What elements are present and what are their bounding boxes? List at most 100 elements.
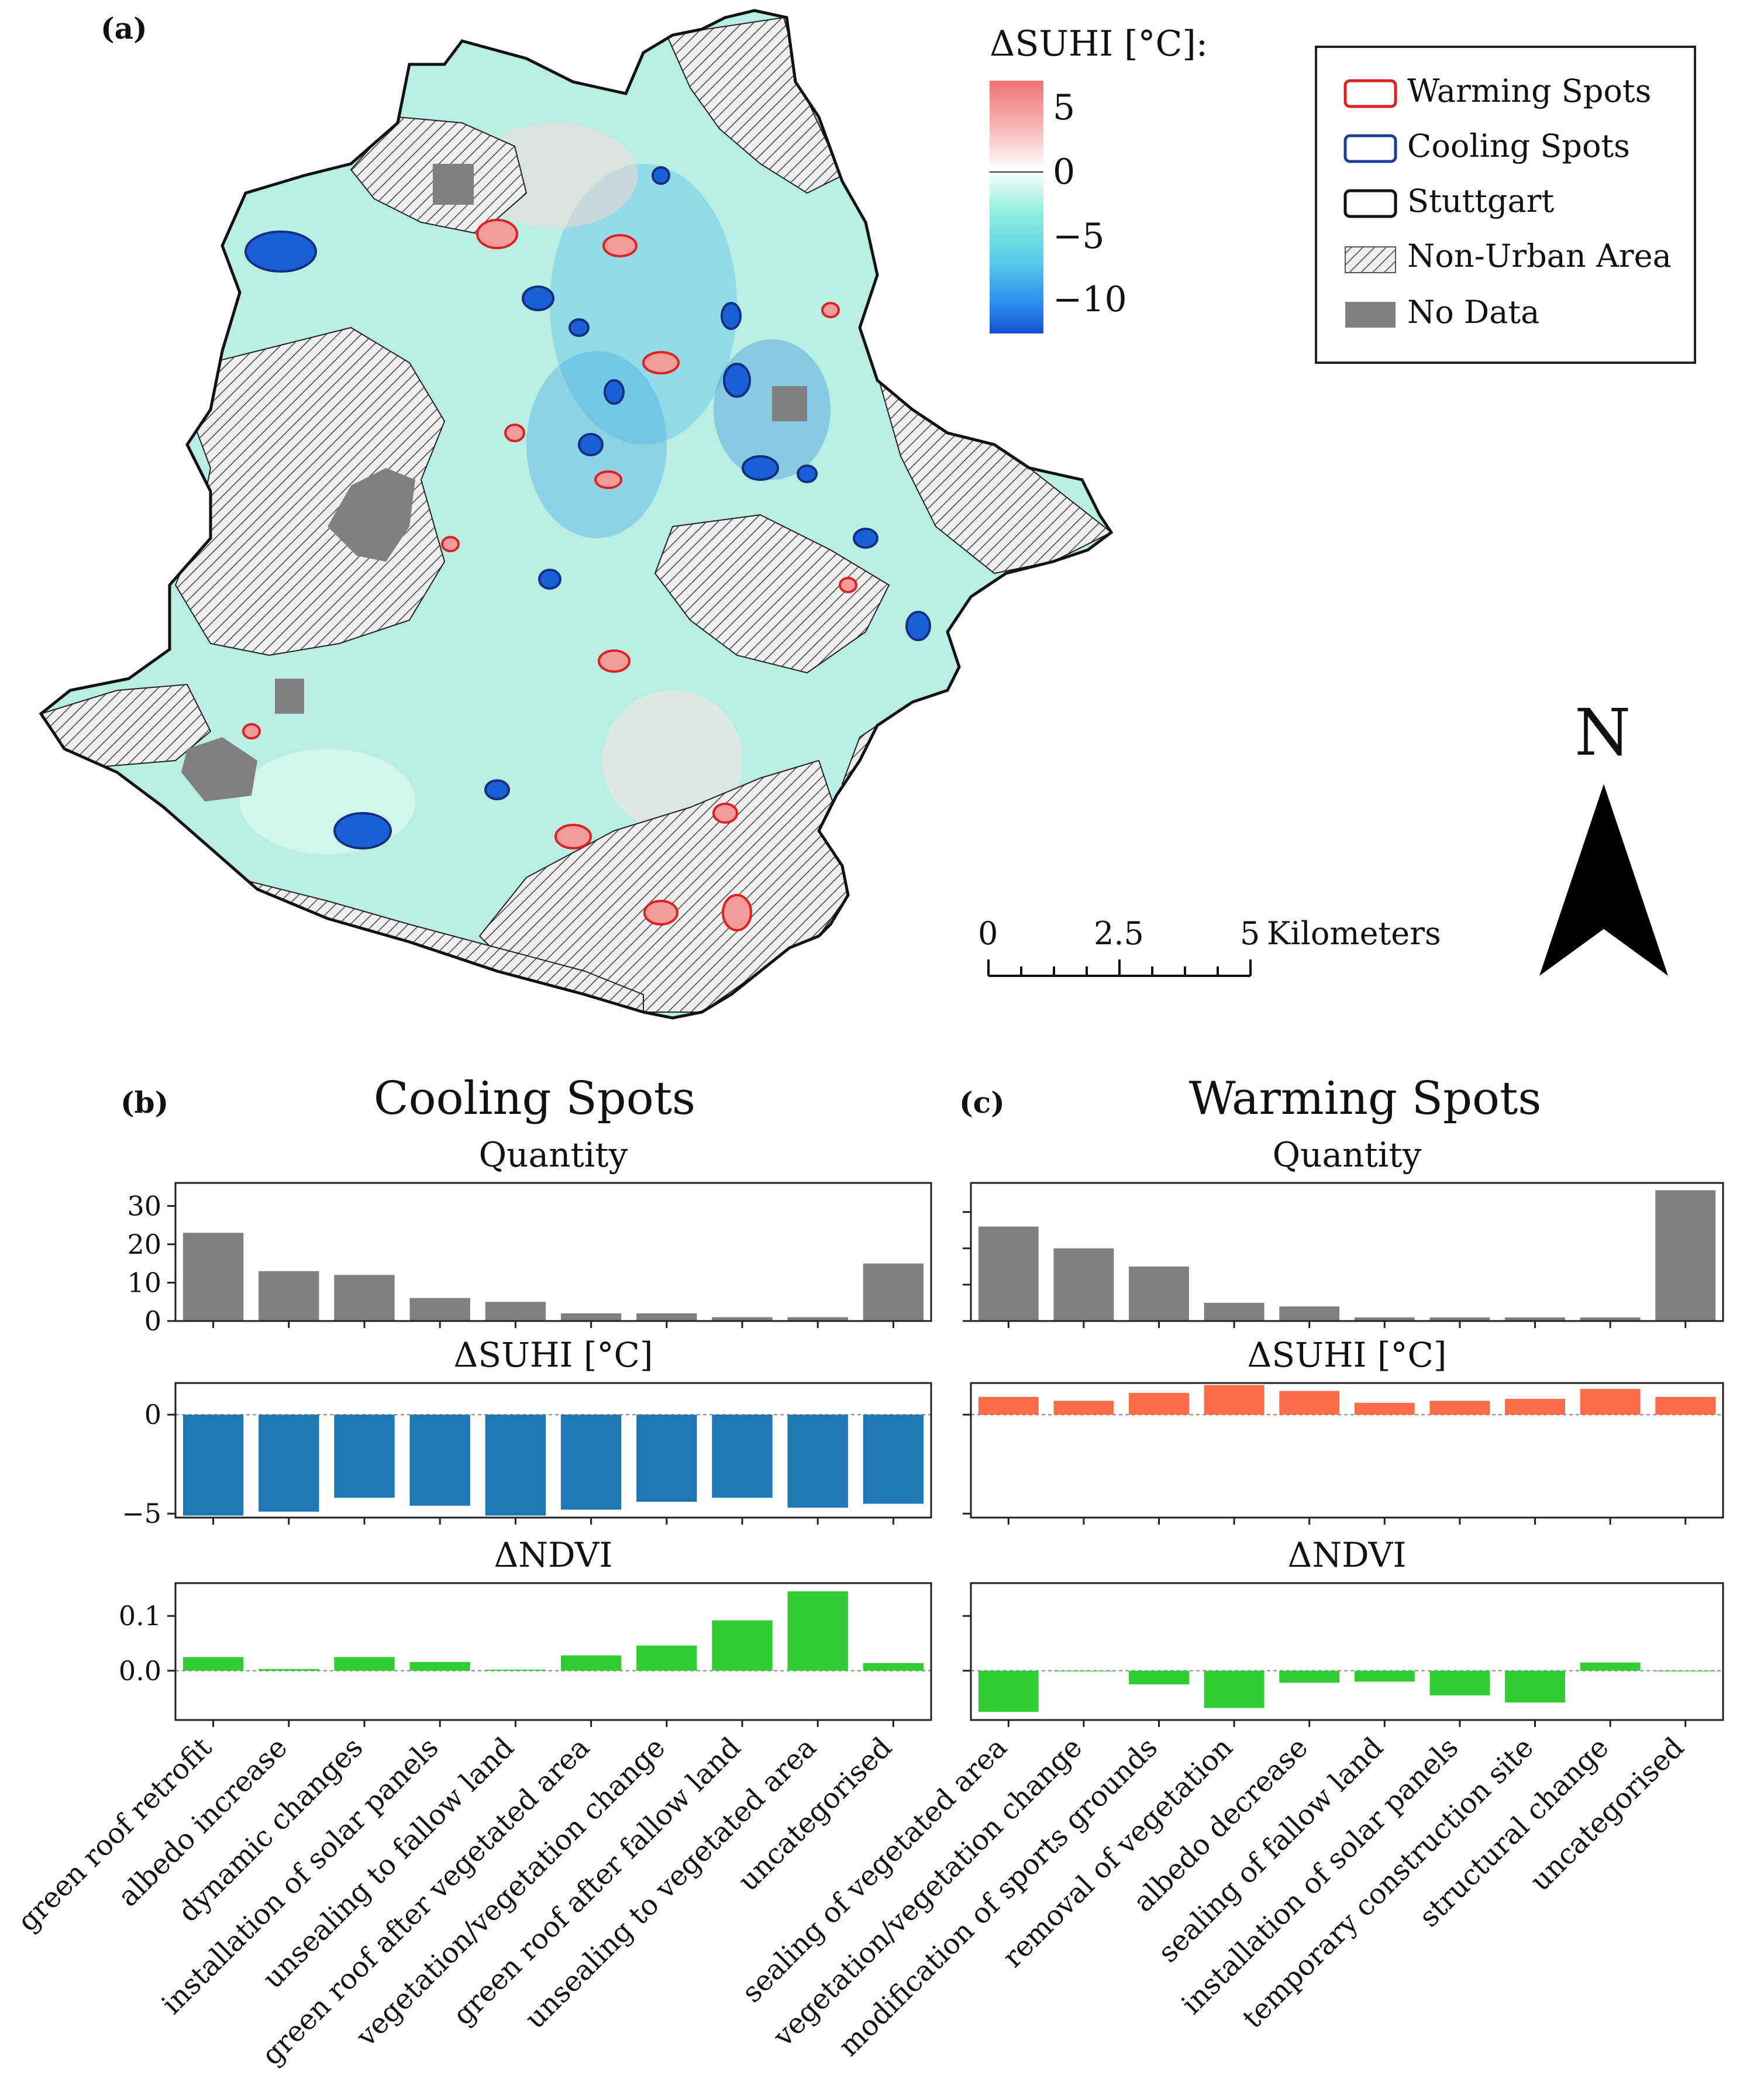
bar-b-0-0 xyxy=(182,1233,244,1321)
subplot-c-2: ΔNDVI xyxy=(963,1535,1724,1727)
bar-b-1-6 xyxy=(636,1415,697,1502)
category-label-c-2: modification of sports grounds xyxy=(832,1731,1164,2063)
bar-c-1-7 xyxy=(1505,1399,1565,1415)
colorbar-gradient xyxy=(990,81,1043,333)
subplot-title: ΔNDVI xyxy=(1288,1535,1407,1575)
no-data-sw-small xyxy=(275,679,304,714)
bar-b-1-2 xyxy=(334,1415,395,1498)
map-legend: Warming Spots Cooling Spots Stuttgart No… xyxy=(1315,46,1696,364)
gray-fill-swatch xyxy=(1345,302,1396,328)
bar-c-1-2 xyxy=(1129,1392,1189,1415)
black-outline-swatch xyxy=(1343,189,1397,218)
bar-c-2-5 xyxy=(1354,1670,1415,1682)
red-outline-swatch xyxy=(1343,79,1397,108)
north-label: N xyxy=(1574,695,1631,770)
panel-c-label: (c) xyxy=(959,1085,1005,1120)
subplot-title: ΔNDVI xyxy=(494,1535,613,1575)
no-data-center-west xyxy=(328,468,415,562)
bar-b-2-0 xyxy=(182,1657,244,1671)
bar-c-0-1 xyxy=(1053,1248,1114,1321)
non-urban-center-south xyxy=(654,514,890,674)
bar-c-2-4 xyxy=(1279,1670,1340,1683)
bar-b-0-1 xyxy=(259,1271,319,1321)
subplot-c-1: ΔSUHI [°C] xyxy=(963,1335,1724,1525)
bar-b-2-5 xyxy=(560,1655,622,1671)
bar-b-0-6 xyxy=(636,1313,697,1321)
bar-c-0-8 xyxy=(1580,1317,1641,1321)
stuttgart-boundary xyxy=(39,9,1114,1020)
bar-b-1-4 xyxy=(485,1415,546,1516)
bar-c-1-0 xyxy=(978,1396,1039,1415)
cooling-spots-title: Cooling Spots xyxy=(374,1072,695,1125)
y-tick-label: 0 xyxy=(144,1305,161,1337)
bar-b-0-4 xyxy=(485,1302,546,1321)
category-label-b-3: installation of solar panels xyxy=(156,1731,445,2021)
bar-b-0-7 xyxy=(712,1317,773,1321)
city-map xyxy=(39,9,1114,1020)
bar-c-2-0 xyxy=(978,1670,1039,1712)
y-tick-label: 20 xyxy=(127,1229,161,1260)
bar-c-2-8 xyxy=(1580,1662,1641,1671)
bar-c-2-6 xyxy=(1429,1670,1490,1695)
scalebar-tick-1: 2.5 xyxy=(1094,915,1144,952)
scalebar-tick-0: 0 xyxy=(978,915,998,952)
subplot-title: Quantity xyxy=(1273,1135,1422,1175)
y-tick-label: 0.0 xyxy=(119,1655,161,1687)
hatched-swatch xyxy=(1345,246,1396,273)
axis-frame xyxy=(970,1582,1724,1721)
bar-b-0-5 xyxy=(560,1313,622,1321)
bar-b-0-2 xyxy=(334,1275,395,1321)
bar-b-2-8 xyxy=(787,1591,848,1671)
axis-frame xyxy=(970,1182,1724,1322)
bar-c-0-0 xyxy=(978,1226,1039,1321)
subplot-title: Quantity xyxy=(479,1135,628,1175)
y-tick-label: −5 xyxy=(122,1498,161,1529)
subplot-title: ΔSUHI [°C] xyxy=(453,1335,653,1375)
bar-b-1-5 xyxy=(560,1415,622,1510)
bar-c-0-4 xyxy=(1279,1306,1340,1321)
subplot-title: ΔSUHI [°C] xyxy=(1247,1335,1446,1375)
warming-spots-title: Warming Spots xyxy=(1189,1072,1542,1125)
panel-b-label: (b) xyxy=(120,1085,168,1120)
colorbar-tick-3: −10 xyxy=(1053,279,1127,320)
legend-stuttgart: Stuttgart xyxy=(1407,183,1554,219)
bar-b-2-4 xyxy=(485,1669,546,1671)
bar-c-1-8 xyxy=(1580,1389,1641,1415)
colorbar-tick-1: 0 xyxy=(1053,152,1075,192)
bar-c-1-6 xyxy=(1429,1401,1490,1415)
bar-b-1-1 xyxy=(259,1415,319,1512)
y-tick-label: 0.1 xyxy=(119,1600,161,1632)
bar-b-2-7 xyxy=(712,1620,773,1671)
bar-b-2-3 xyxy=(409,1661,470,1671)
scalebar: 0 2.5 5 Kilometers xyxy=(978,915,1441,977)
legend-no-data: No Data xyxy=(1407,294,1539,331)
y-tick-label: 0 xyxy=(144,1399,161,1430)
bar-b-1-7 xyxy=(712,1415,773,1498)
category-label-c-1: vegetation/vegetation change xyxy=(767,1731,1089,2053)
legend-non-urban-area: Non-Urban Area xyxy=(1407,238,1672,274)
no-data-north xyxy=(433,164,474,205)
bar-b-0-8 xyxy=(787,1317,848,1321)
bar-b-2-1 xyxy=(259,1669,319,1671)
axis-frame xyxy=(970,1382,1724,1519)
axis-frame xyxy=(174,1582,932,1721)
bar-c-0-2 xyxy=(1129,1266,1189,1321)
bar-b-1-3 xyxy=(409,1415,470,1506)
north-arrow: N xyxy=(1539,695,1668,976)
subplot-b-2: ΔNDVI 0.1 0.0 xyxy=(119,1535,932,1727)
bar-c-0-9 xyxy=(1655,1190,1716,1321)
y-tick-label: 10 xyxy=(127,1267,161,1298)
bar-c-0-5 xyxy=(1354,1317,1415,1321)
north-arrow-icon xyxy=(1539,784,1668,976)
subplot-b-0: Quantity 0 10 20 30 xyxy=(127,1135,932,1337)
subplot-b-1: ΔSUHI [°C] 0 −5 xyxy=(122,1335,932,1529)
bar-c-2-3 xyxy=(1204,1670,1265,1708)
subplot-c-0: Quantity xyxy=(963,1135,1724,1328)
colorbar-tick-2: −5 xyxy=(1053,216,1104,257)
scalebar-unit: Kilometers xyxy=(1267,915,1441,952)
bar-c-2-2 xyxy=(1129,1670,1189,1685)
colorbar-title: ΔSUHI [°C]: xyxy=(990,23,1208,64)
no-data-east xyxy=(772,386,807,421)
y-tick-label: 30 xyxy=(127,1190,161,1222)
